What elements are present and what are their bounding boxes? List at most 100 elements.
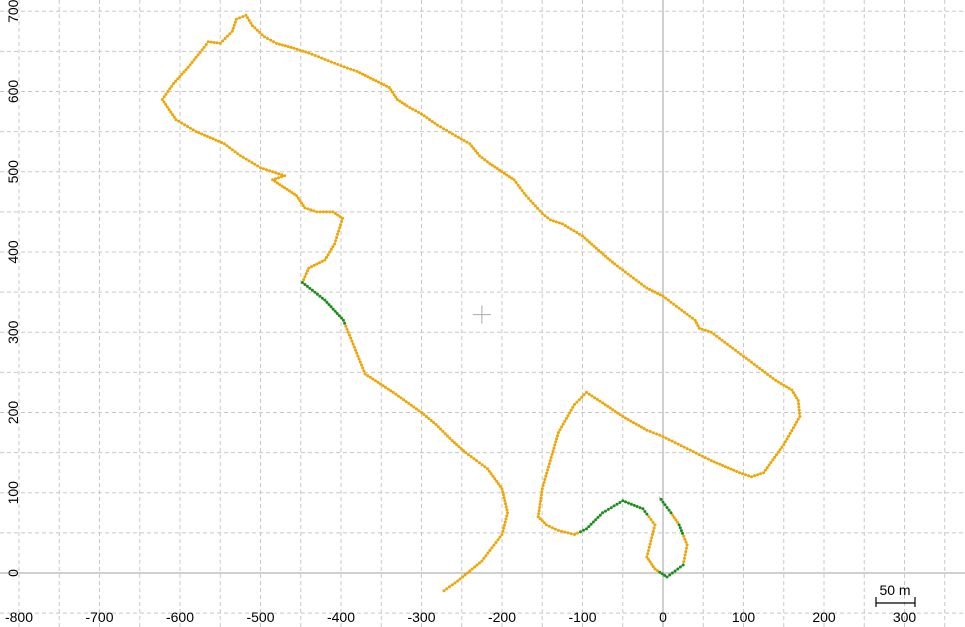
track-point (296, 196, 300, 200)
track-point (348, 333, 351, 337)
track-point (766, 372, 770, 376)
track-point (212, 41, 216, 44)
track-point (500, 487, 504, 491)
track-point (495, 167, 499, 170)
track-point (341, 318, 345, 322)
track-point (651, 529, 655, 533)
track-point (780, 445, 784, 449)
track-point (222, 142, 226, 146)
track-point (354, 348, 357, 352)
track-point (773, 455, 777, 459)
track-point (339, 316, 343, 320)
track-point (527, 196, 530, 200)
track-point (624, 500, 628, 504)
track-point (658, 433, 662, 437)
track-point (656, 292, 660, 295)
track-point (592, 244, 596, 248)
track-point (498, 484, 502, 488)
track-point (180, 121, 184, 125)
track-point (596, 515, 600, 519)
track-point (568, 411, 572, 415)
track-point (752, 362, 756, 366)
track-point (691, 450, 695, 454)
track-point (318, 261, 321, 265)
track-point (191, 128, 195, 132)
track-point (501, 490, 505, 494)
track-point (333, 212, 337, 215)
track-point (399, 396, 403, 400)
track-point (412, 405, 416, 409)
track-point (345, 66, 349, 70)
track-point (606, 256, 610, 260)
track-point (739, 352, 743, 356)
track-point (186, 125, 189, 128)
track-point (309, 208, 313, 212)
track-point (453, 134, 457, 138)
track-point (782, 443, 786, 447)
track-point (648, 560, 652, 564)
track-point (638, 506, 642, 510)
track-point (491, 474, 495, 478)
track-point (405, 104, 409, 108)
track-point (450, 132, 454, 136)
track-point (649, 518, 653, 521)
track-point (468, 569, 472, 573)
track-point (265, 168, 268, 172)
track-point (551, 219, 555, 223)
track-point (266, 37, 269, 40)
track-point (790, 388, 794, 392)
track-point (612, 504, 616, 508)
track-point (208, 136, 212, 140)
track-point (581, 234, 584, 238)
track-point (706, 329, 710, 333)
track-point (422, 114, 426, 118)
track-point (615, 264, 619, 268)
track-point (583, 236, 587, 240)
track-point (759, 472, 763, 476)
track-point (589, 522, 593, 526)
track-point (247, 19, 251, 22)
track-point (493, 165, 497, 169)
track-point (785, 437, 789, 441)
track-point (569, 227, 573, 231)
track-point (694, 451, 698, 455)
track-point (470, 144, 474, 148)
track-point (676, 567, 680, 571)
track-point (552, 446, 556, 450)
track-point (715, 461, 719, 465)
track-point (621, 268, 625, 272)
track-point (744, 356, 748, 360)
track-point (647, 515, 651, 519)
track-point (645, 286, 649, 290)
track-point (550, 452, 554, 456)
track-point (334, 239, 338, 243)
track-point (323, 298, 327, 302)
track-point (531, 201, 535, 205)
track-point (230, 148, 234, 152)
track-point (764, 468, 767, 472)
track-point (427, 417, 431, 420)
track-point (456, 135, 460, 139)
track-point (755, 364, 759, 368)
track-point (442, 127, 445, 131)
track-point (668, 573, 672, 577)
track-point (368, 375, 372, 379)
track-point (439, 427, 443, 431)
track-point (379, 82, 383, 85)
track-point (563, 530, 567, 534)
track-point (606, 404, 610, 408)
track-point (700, 327, 704, 331)
track-point (648, 288, 652, 291)
track-point (783, 440, 787, 444)
track-point (467, 453, 470, 457)
track-point (385, 84, 389, 88)
track-point (677, 306, 681, 310)
track-point (555, 437, 559, 441)
track-point (480, 463, 484, 467)
track-point (653, 523, 657, 527)
track-point (672, 302, 676, 306)
track-point (218, 41, 222, 45)
track-point (787, 434, 791, 438)
